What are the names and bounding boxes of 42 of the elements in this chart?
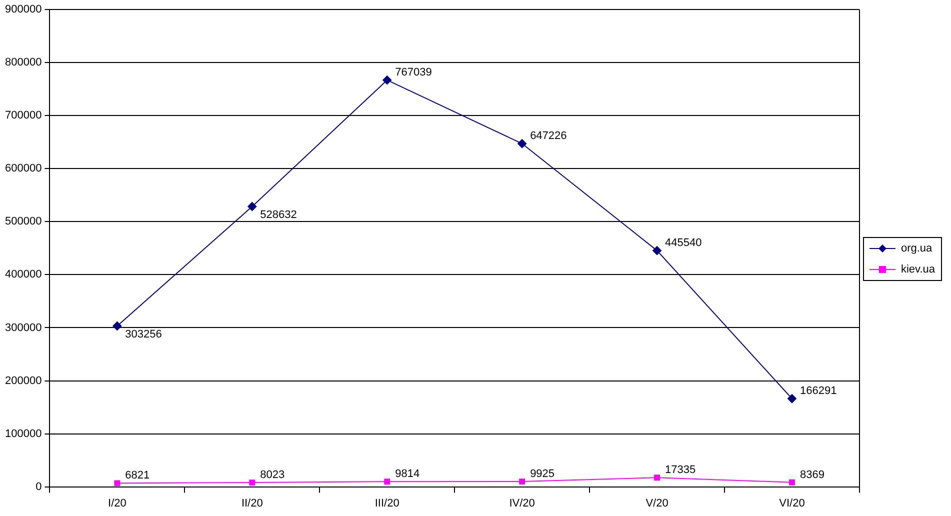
data-label: 8369 bbox=[800, 468, 824, 481]
data-label: 8023 bbox=[260, 469, 285, 482]
point bbox=[789, 479, 795, 486]
x-tick-label: II/20 bbox=[241, 497, 263, 510]
y-tick-label: 200000 bbox=[4, 374, 42, 387]
legend-label: org.ua bbox=[900, 242, 934, 255]
point bbox=[114, 480, 120, 486]
x-tick-label: IV/20 bbox=[509, 497, 535, 510]
y-tick-label: 500000 bbox=[4, 216, 42, 228]
point bbox=[382, 76, 392, 85]
x-tick-label: VI/20 bbox=[779, 497, 805, 510]
y-tick-label: 900000 bbox=[4, 4, 42, 16]
x-tick-label: I/20 bbox=[108, 497, 126, 510]
y-tick-label: 800000 bbox=[4, 56, 42, 69]
data-label: 9814 bbox=[395, 468, 420, 480]
data-label: 6821 bbox=[125, 470, 150, 482]
point bbox=[384, 478, 390, 485]
point bbox=[248, 202, 257, 212]
data-label: 17335 bbox=[665, 464, 696, 476]
x-tick-label: III/20 bbox=[374, 497, 400, 510]
data-label: 647226 bbox=[530, 130, 567, 142]
y-tick-label: 600000 bbox=[4, 162, 42, 175]
y-tick-label: 400000 bbox=[4, 268, 42, 281]
data-label: 9925 bbox=[530, 468, 555, 480]
x-tick-label: V/20 bbox=[646, 497, 668, 510]
data-label: 303256 bbox=[125, 328, 162, 341]
data-label: 445540 bbox=[665, 237, 702, 250]
data-label: 767039 bbox=[395, 66, 432, 79]
point bbox=[518, 139, 527, 148]
point bbox=[652, 246, 662, 256]
point bbox=[519, 478, 526, 485]
point bbox=[654, 474, 660, 481]
point bbox=[787, 394, 796, 404]
point bbox=[249, 480, 256, 486]
legend-label: kiev.ua bbox=[900, 264, 936, 276]
y-tick-label: 700000 bbox=[4, 110, 42, 122]
y-tick-label: 0 bbox=[36, 480, 42, 493]
data-label: 528632 bbox=[260, 209, 297, 222]
y-tick-label: 100000 bbox=[4, 428, 42, 440]
point bbox=[112, 322, 122, 331]
data-label: 166291 bbox=[800, 385, 837, 398]
y-tick-label: 300000 bbox=[4, 322, 42, 334]
